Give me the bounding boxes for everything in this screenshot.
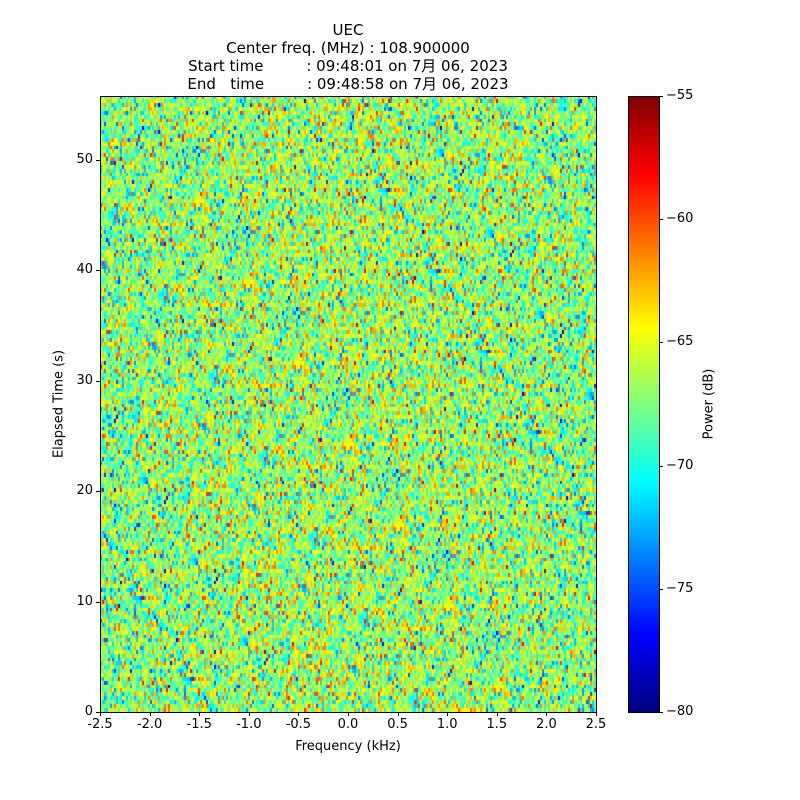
y-tick-mark: [96, 601, 100, 603]
colorbar-tick-mark: [659, 712, 663, 713]
x-tick-label: 2.5: [585, 717, 607, 732]
x-tick-mark: [100, 712, 101, 716]
colorbar-tick-label: −55: [666, 88, 694, 103]
colorbar-tick-mark: [659, 96, 663, 97]
y-tick-mark: [96, 712, 100, 713]
title-line-4: End time : 09:48:58 on 7月 06, 2023: [187, 75, 509, 93]
colorbar-tick-mark: [659, 465, 663, 467]
y-tick-mark: [96, 160, 100, 162]
colorbar-label: Power (dB): [701, 368, 717, 440]
x-tick-label: -2.5: [87, 717, 113, 732]
y-tick-label: 10: [76, 593, 93, 609]
x-tick-label: 1.5: [486, 717, 508, 732]
colorbar-tick-mark: [659, 342, 663, 344]
y-tick-label: 20: [76, 483, 93, 499]
x-tick-label: -0.5: [285, 717, 312, 732]
x-tick-mark: [298, 712, 300, 716]
title-line-3: Start time : 09:48:01 on 7月 06, 2023: [188, 57, 508, 75]
colorbar-tick-mark: [659, 219, 663, 221]
y-tick-mark: [96, 270, 100, 272]
x-tick-mark: [199, 712, 201, 716]
x-tick-label: 2.0: [536, 717, 557, 732]
x-tick-label: 0.5: [387, 717, 408, 732]
x-tick-label: -2.0: [136, 717, 163, 732]
colorbar-tick-label: −65: [666, 334, 694, 350]
x-tick-mark: [348, 712, 349, 716]
x-tick-label: 1.0: [436, 717, 458, 732]
title-line-2: Center freq. (MHz) : 108.900000: [226, 39, 470, 57]
y-tick-mark: [96, 380, 100, 382]
y-axis-label: Elapsed Time (s): [51, 349, 67, 459]
spectrogram-heatmap: [100, 96, 596, 712]
x-axis-label: Frequency (kHz): [295, 739, 401, 754]
y-tick-label: 0: [84, 704, 93, 719]
y-tick-label: 50: [76, 152, 93, 168]
title-line-1: UEC: [332, 21, 364, 39]
x-tick-label: 0.0: [337, 717, 359, 732]
y-tick-label: 30: [76, 372, 93, 388]
x-tick-mark: [496, 712, 498, 716]
x-tick-mark: [596, 712, 597, 716]
colorbar-tick-mark: [659, 588, 663, 590]
x-tick-mark: [248, 712, 250, 716]
colorbar-tick-label: −60: [666, 211, 694, 227]
colorbar-tick-label: −80: [666, 704, 694, 719]
x-tick-label: -1.5: [186, 717, 212, 732]
x-tick-mark: [149, 712, 151, 716]
colorbar-tick-label: −70: [666, 457, 694, 473]
y-tick-label: 40: [76, 262, 93, 278]
x-tick-mark: [546, 712, 548, 716]
colorbar: [628, 96, 659, 712]
x-tick-label: -1.0: [236, 717, 262, 732]
colorbar-tick-label: −75: [666, 580, 694, 596]
x-tick-mark: [447, 712, 449, 716]
x-tick-mark: [397, 712, 399, 716]
y-tick-mark: [96, 491, 100, 493]
